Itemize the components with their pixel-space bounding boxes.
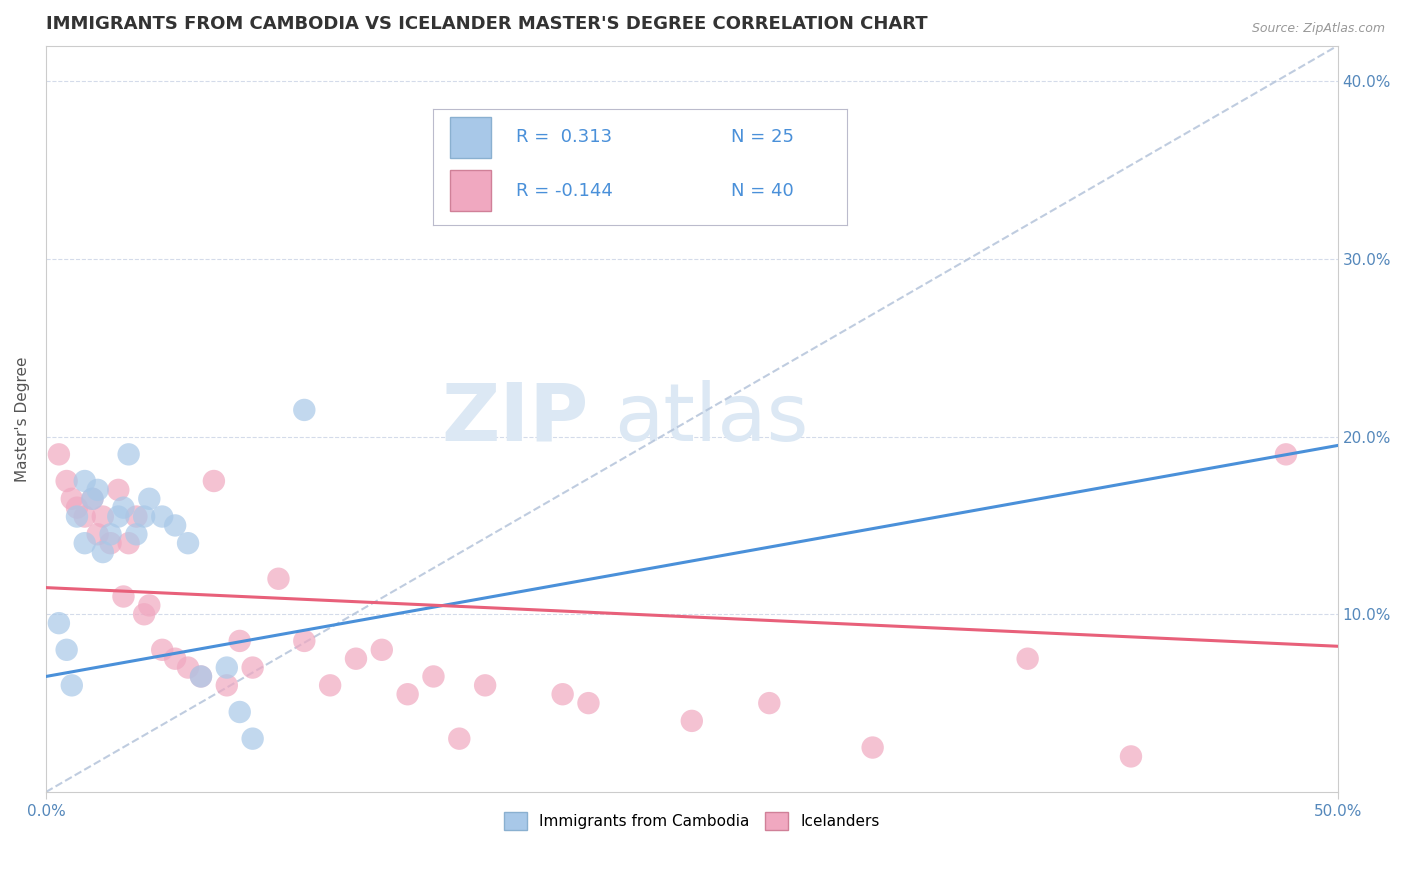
Point (371, 642, 394, 657)
Point (292, 634, 315, 648)
Point (578, 696, 600, 710)
Point (91, 509, 114, 524)
Point (215, 678, 238, 692)
Point (86, 483, 108, 497)
Point (228, 634, 250, 648)
Point (319, 678, 342, 692)
Point (134, 607, 156, 622)
Point (125, 527, 148, 541)
Point (1119, 749, 1142, 764)
Point (242, 731, 264, 746)
Point (474, 678, 496, 692)
Point (292, 403, 315, 417)
Point (486, 154, 509, 169)
Text: IMMIGRANTS FROM CAMBODIA VS ICELANDER MASTER'S DEGREE CORRELATION CHART: IMMIGRANTS FROM CAMBODIA VS ICELANDER MA… (46, 15, 928, 33)
Text: ZIP: ZIP (441, 380, 589, 458)
Point (396, 687, 419, 701)
Point (215, 660, 238, 674)
Point (48, 616, 70, 631)
Point (202, 474, 225, 488)
Point (117, 536, 139, 550)
Point (242, 660, 264, 674)
Point (100, 536, 122, 550)
Point (66, 509, 89, 524)
Point (190, 669, 212, 683)
Point (134, 509, 156, 524)
Point (112, 500, 135, 515)
Point (190, 669, 212, 683)
Point (165, 518, 187, 533)
Point (449, 731, 471, 746)
Point (165, 651, 187, 665)
Point (107, 483, 129, 497)
Point (177, 536, 200, 550)
Legend: Immigrants from Cambodia, Icelanders: Immigrants from Cambodia, Icelanders (498, 805, 886, 837)
Point (48, 447, 70, 461)
Point (55, 474, 77, 488)
Point (100, 527, 122, 541)
Point (551, 687, 574, 701)
Point (681, 714, 703, 728)
Text: atlas: atlas (614, 380, 808, 458)
Point (228, 705, 250, 719)
Point (91, 545, 114, 559)
Point (60, 678, 83, 692)
Point (344, 651, 367, 665)
Point (758, 696, 780, 710)
Point (138, 599, 160, 613)
Point (112, 590, 135, 604)
Point (1275, 447, 1298, 461)
Point (138, 491, 160, 506)
Point (82, 491, 104, 506)
Point (55, 642, 77, 657)
Point (125, 509, 148, 524)
Text: Source: ZipAtlas.com: Source: ZipAtlas.com (1251, 22, 1385, 36)
Point (150, 509, 173, 524)
Point (86, 527, 108, 541)
Point (82, 491, 104, 506)
Point (117, 447, 139, 461)
Point (107, 509, 129, 524)
Point (862, 740, 884, 755)
Y-axis label: Master's Degree: Master's Degree (15, 356, 30, 482)
Point (60, 491, 83, 506)
Point (66, 500, 89, 515)
Point (73, 474, 96, 488)
Point (267, 572, 290, 586)
Point (177, 660, 200, 674)
Point (73, 509, 96, 524)
Point (1017, 651, 1039, 665)
Point (422, 669, 444, 683)
Point (73, 536, 96, 550)
Point (150, 642, 173, 657)
